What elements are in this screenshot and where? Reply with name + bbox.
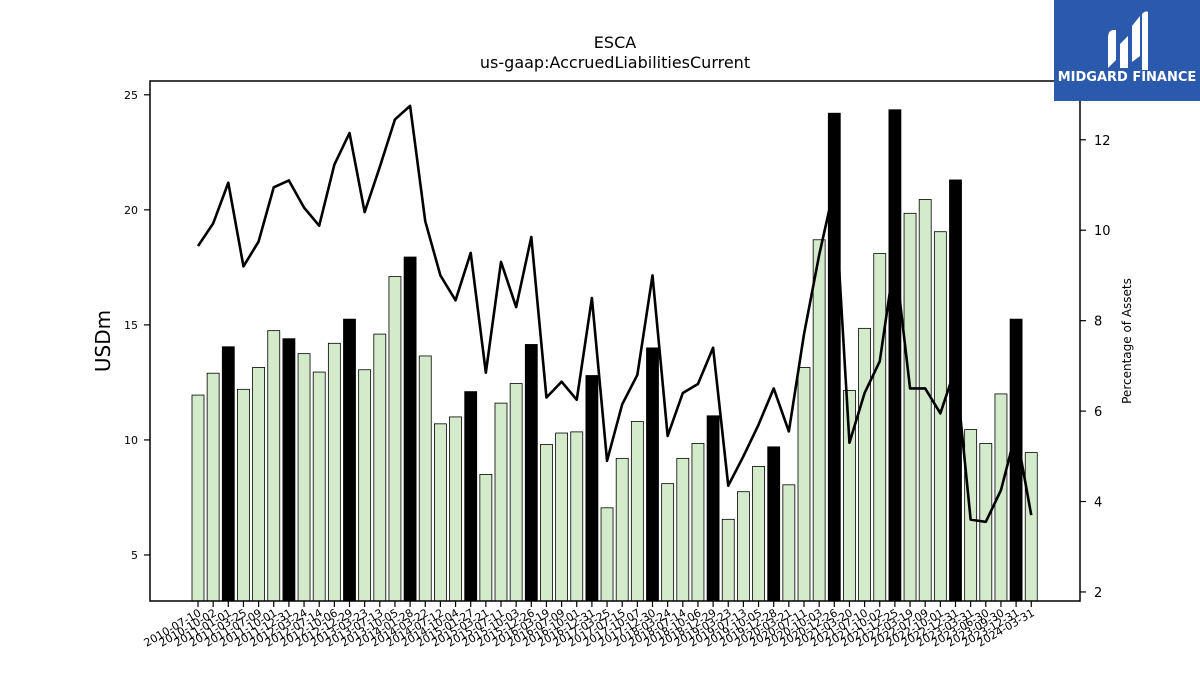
bar-2017-07-15: [615, 457, 629, 602]
bar-2021-10-02: [873, 253, 887, 602]
bar-2021-07-10: [858, 327, 871, 602]
bar-2019-10-05: [752, 465, 765, 602]
y2-tick-label: 6: [1094, 405, 1102, 420]
bar-2018-12-29: [706, 415, 720, 602]
midgard-logo: MIDGARD FINANCE: [1054, 0, 1200, 101]
bar-2011-03-25: [237, 388, 250, 602]
bar-2014-03-22: [418, 355, 432, 602]
bar-2015-10-03: [509, 383, 523, 602]
bar-2020-07-11: [797, 367, 811, 602]
bar-2016-07-09: [555, 432, 568, 602]
percentage-line: [196, 104, 1033, 524]
bar-series: [191, 109, 1038, 602]
bar-2015-01-27: [464, 391, 478, 602]
bar-2020-10-03: [812, 239, 826, 602]
chart-subtitle: us-gaap:AccruedLiabilitiesCurrent: [480, 53, 750, 72]
y-tick-label: 25: [124, 89, 138, 102]
chart-title: ESCA: [594, 33, 636, 52]
bar-2012-10-06: [327, 342, 341, 602]
y2-tick-label: 10: [1094, 224, 1111, 239]
bar-2018-10-06: [691, 442, 705, 602]
bar-2017-10-07: [630, 421, 644, 602]
bar-2013-07-13: [373, 333, 387, 602]
bar-2018-07-14: [676, 457, 690, 602]
bar-2011-07-09: [252, 367, 266, 602]
y-tick-label: 10: [124, 434, 138, 447]
bar-2022-10-01: [933, 231, 947, 602]
bar-2011-10-01: [267, 330, 281, 602]
bar-2015-12-26: [524, 344, 538, 602]
bar-2012-07-14: [312, 371, 326, 602]
bar-2014-01-28: [403, 256, 417, 602]
y2-tick-label: 2: [1094, 586, 1102, 601]
y2-tick-label: 12: [1094, 134, 1111, 149]
bar-2020-03-21: [782, 484, 796, 602]
bar-2010-07-10: [191, 394, 205, 602]
bar-2016-12-31: [585, 375, 599, 602]
y-tick-label: 5: [131, 549, 138, 562]
bar-2022-07-09: [918, 199, 932, 602]
left-axis-label: USDm: [91, 310, 115, 372]
bar-2022-03-19: [903, 212, 917, 602]
logo-text: MIDGARD FINANCE: [1058, 70, 1197, 85]
right-axis-ticks: 2 4 6 8 10 12: [1080, 134, 1111, 601]
y2-tick-label: 4: [1094, 496, 1102, 511]
bar-2014-07-12: [433, 423, 447, 602]
bar-2013-03-23: [358, 369, 372, 602]
bar-2011-01-01: [221, 346, 235, 602]
plot-frame: [149, 80, 1081, 602]
bar-2019-12-28: [767, 446, 781, 602]
bar-2016-03-19: [540, 444, 553, 602]
bar-2019-03-23: [721, 518, 735, 602]
midgard-logo-icon: [1108, 11, 1148, 71]
bar-2015-07-11: [494, 402, 508, 602]
bar-2024-03-31: [1024, 452, 1038, 602]
bar-2017-03-25: [600, 507, 614, 602]
y-tick-label: 20: [124, 204, 138, 217]
bar-2017-12-30: [646, 347, 659, 602]
x-axis-ticks: 2010-07-102010-10-022011-01-012011-03-25…: [142, 601, 1037, 650]
bar-2022-12-31: [949, 179, 962, 602]
bar-2019-07-13: [737, 491, 750, 602]
bar-2018-03-24: [661, 483, 675, 602]
y-tick-label: 15: [124, 319, 138, 332]
bar-2011-12-31: [282, 338, 296, 602]
bar-2012-03-24: [297, 353, 311, 602]
left-axis-ticks: 5 10 15 20 25: [124, 89, 150, 562]
bar-2016-10-01: [570, 431, 584, 602]
bar-2015-03-21: [479, 474, 493, 602]
bar-2021-12-25: [888, 109, 902, 602]
right-axis-label: Percentage of Assets: [1120, 278, 1134, 404]
bar-2014-10-04: [449, 416, 462, 602]
bar-2013-10-05: [388, 276, 402, 602]
y2-tick-label: 8: [1094, 315, 1102, 330]
bar-2010-10-02: [206, 372, 220, 602]
bar-2012-12-29: [343, 318, 356, 602]
